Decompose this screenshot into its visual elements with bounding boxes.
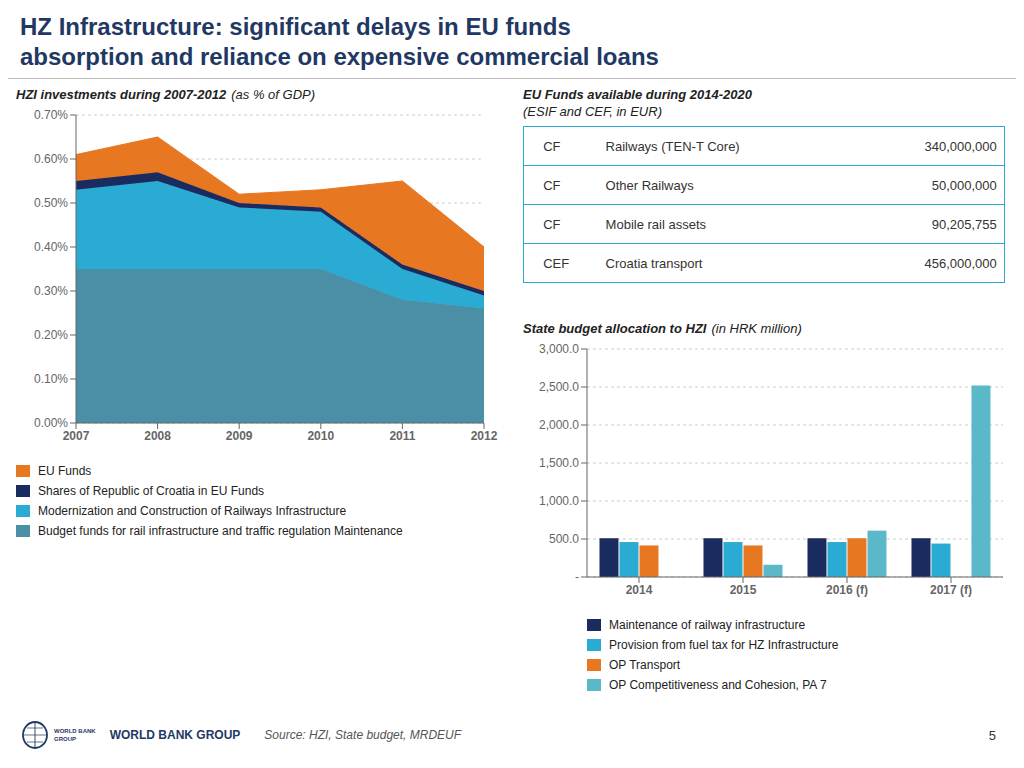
svg-text:2007: 2007 bbox=[63, 429, 90, 443]
html-text:HZ Infrastructure: significant: HZ Infrastructure: significant delays in… bbox=[20, 13, 571, 40]
svg-text:1,000.0: 1,000.0 bbox=[539, 494, 579, 508]
svg-text:2017 (f): 2017 (f) bbox=[930, 583, 972, 597]
html-text:Source: HZI, State budget, MRD: Source: HZI, State budget, MRDEUF bbox=[264, 728, 462, 742]
html-text:Croatia transport: Croatia transport bbox=[605, 255, 703, 271]
html-text:Shares of Republic of Croatia: Shares of Republic of Croatia in EU Fund… bbox=[38, 484, 265, 498]
svg-text:-: - bbox=[575, 570, 579, 584]
html-text:90,205,755: 90,205,755 bbox=[931, 216, 997, 232]
html-text:GROUP: GROUP bbox=[54, 736, 76, 742]
svg-text:0.20%: 0.20% bbox=[34, 328, 68, 342]
svg-text:0.40%: 0.40% bbox=[34, 240, 68, 254]
html-text:50,000,000: 50,000,000 bbox=[931, 177, 997, 193]
html-text:WORLD BANK GROUP: WORLD BANK GROUP bbox=[109, 728, 241, 742]
svg-text:0.30%: 0.30% bbox=[34, 284, 68, 298]
html-text:EU Funds: EU Funds bbox=[38, 464, 92, 478]
html-text:CF: CF bbox=[543, 138, 561, 154]
html-text:Modernization and Construction: Modernization and Construction of Railwa… bbox=[38, 504, 347, 518]
svg-text:0.70%: 0.70% bbox=[34, 108, 68, 122]
html-text:(ESIF and CEF, in EUR): (ESIF and CEF, in EUR) bbox=[523, 104, 662, 119]
svg-text:500.0: 500.0 bbox=[549, 532, 579, 546]
html-text:absorption and reliance on exp: absorption and reliance on expensive com… bbox=[20, 43, 659, 70]
svg-text:2,000.0: 2,000.0 bbox=[539, 418, 579, 432]
html-text:OP Competitiveness and Cohesio: OP Competitiveness and Cohesion, PA 7 bbox=[609, 678, 827, 692]
html-text:CF: CF bbox=[543, 216, 561, 232]
html-text:Mobile rail assets: Mobile rail assets bbox=[605, 216, 706, 232]
svg-text:2011: 2011 bbox=[389, 429, 415, 443]
svg-text:0.00%: 0.00% bbox=[34, 416, 68, 430]
html-text:Provision from fuel tax for HZ: Provision from fuel tax for HZ Infrastru… bbox=[609, 638, 839, 652]
html-text:Budget funds for rail infrastr: Budget funds for rail infrastructure and… bbox=[38, 524, 403, 538]
html-text:340,000,000: 340,000,000 bbox=[924, 138, 997, 154]
html-text:5: 5 bbox=[988, 728, 996, 743]
svg-text:2009: 2009 bbox=[226, 429, 253, 443]
svg-text:2014: 2014 bbox=[626, 583, 653, 597]
html-text:State budget allocation to HZI: State budget allocation to HZI (in HRK m… bbox=[523, 321, 802, 336]
svg-text:0.50%: 0.50% bbox=[34, 196, 68, 210]
svg-text:1,500.0: 1,500.0 bbox=[539, 456, 579, 470]
svg-text:0.60%: 0.60% bbox=[34, 152, 68, 166]
svg-text:2015: 2015 bbox=[730, 583, 757, 597]
svg-text:3,000.0: 3,000.0 bbox=[539, 342, 579, 356]
svg-text:2012: 2012 bbox=[471, 429, 498, 443]
html-text:OP Transport: OP Transport bbox=[609, 658, 681, 672]
svg-text:2,500.0: 2,500.0 bbox=[539, 380, 579, 394]
svg-text:0.10%: 0.10% bbox=[34, 372, 68, 386]
svg-text:2016 (f): 2016 (f) bbox=[826, 583, 868, 597]
html-text:CEF: CEF bbox=[543, 255, 570, 271]
html-text:EU Funds available during 2014: EU Funds available during 2014-2020 bbox=[523, 87, 752, 102]
svg-text:2008: 2008 bbox=[144, 429, 171, 443]
svg-text:2010: 2010 bbox=[307, 429, 334, 443]
html-text:456,000,000: 456,000,000 bbox=[924, 255, 997, 271]
html-text:CF: CF bbox=[543, 177, 561, 193]
html-text:Other Railways: Other Railways bbox=[605, 177, 694, 193]
html-text:WORLD BANK: WORLD BANK bbox=[54, 728, 96, 734]
html-text:Maintenance of railway infrast: Maintenance of railway infrastructure bbox=[609, 618, 806, 632]
html-text:HZI investments during 2007-20: HZI investments during 2007-2012 (as % o… bbox=[16, 87, 315, 102]
html-text:Railways (TEN-T Core): Railways (TEN-T Core) bbox=[605, 138, 740, 154]
